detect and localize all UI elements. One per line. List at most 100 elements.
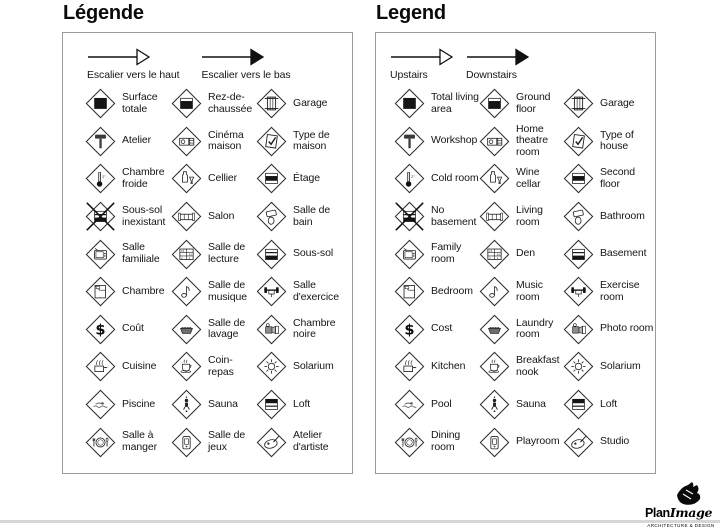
swimmer-icon — [85, 389, 116, 420]
downstairs-arrow-label: Escalier vers le bas — [201, 69, 291, 81]
legend-item: $ Cost — [394, 314, 479, 345]
no-basement-icon — [85, 201, 116, 232]
upstairs-arrow-icon — [88, 48, 150, 66]
legend-item: Laundry room — [479, 314, 563, 345]
legend-item-label: Wine cellar — [516, 166, 541, 190]
legend-item-label: Bedroom — [431, 284, 473, 297]
legend-item-label: Chambre noire — [293, 316, 336, 341]
legend-item: Sous-sol inexistant — [85, 201, 171, 232]
dollar-sign-icon: $ — [394, 314, 425, 345]
plate-cutlery-icon — [394, 427, 425, 458]
legend-item: Family room — [394, 239, 479, 270]
legend-item-label: Surface totale — [122, 90, 158, 115]
legend-item: Cinéma maison — [171, 126, 256, 157]
legend-item-label: Pool — [431, 397, 452, 410]
legend-item: Salle de lecture — [171, 239, 256, 270]
barbell-icon — [256, 276, 287, 307]
legend-item-label: Cinéma maison — [208, 128, 244, 153]
house-check-icon — [563, 126, 594, 157]
palette-icon — [563, 427, 594, 458]
legend-item: Photo room — [563, 314, 655, 345]
legend-item: Garage — [256, 88, 354, 119]
legend-item: Étage — [256, 163, 354, 194]
legend-item-label: Coût — [122, 322, 144, 335]
legend-item: Loft — [256, 389, 354, 420]
toilet-icon — [256, 201, 287, 232]
legend-item-label: Piscine — [122, 397, 156, 410]
legend-item-label: Garage — [600, 96, 635, 109]
page-bottom-edge — [0, 520, 720, 523]
stair-arrows: Escalier vers le haut Escalier vers le b… — [87, 48, 291, 81]
laundry-basin-icon — [171, 314, 202, 345]
legend-box-french: Escalier vers le haut Escalier vers le b… — [62, 32, 353, 474]
legend-item-label: Solarium — [600, 360, 641, 373]
layers-second-icon — [563, 163, 594, 194]
legend-item: Home theatre room — [479, 123, 563, 160]
legend-item: Salle de bain — [256, 201, 354, 232]
layers-full-icon — [394, 88, 425, 119]
svg-text:2°: 2° — [102, 176, 106, 180]
laundry-basin-icon — [479, 314, 510, 345]
legend-item: Salle familiale — [85, 239, 171, 270]
legend-item: Piscine — [85, 389, 171, 420]
legend-item: Dining room — [394, 427, 479, 458]
swimmer-icon — [394, 389, 425, 420]
legend-item: 2° Chambre froide — [85, 163, 171, 194]
legend-item: Studio — [563, 427, 655, 458]
thermometer-icon: 2° — [85, 163, 116, 194]
legend-item: Surface totale — [85, 88, 171, 119]
cooking-pot-icon — [394, 351, 425, 382]
legend-item: Salon — [171, 201, 256, 232]
garage-icon — [256, 88, 287, 119]
tv-icon — [85, 239, 116, 270]
legend-item: Basement — [563, 239, 655, 270]
legend-item: Salle d'exercice — [256, 276, 354, 307]
layers-full-icon — [85, 88, 116, 119]
downstairs-arrow-label: Downstairs — [466, 69, 517, 81]
legend-item: Playroom — [479, 427, 563, 458]
upstairs-arrow-group: Upstairs — [390, 48, 453, 81]
cooking-pot-icon — [85, 351, 116, 382]
legend-item: Cuisine — [85, 351, 171, 382]
legend-item: Ground floor — [479, 88, 563, 119]
thermometer-icon: 2° — [394, 163, 425, 194]
legend-item-label: Chambre froide — [122, 166, 165, 190]
barbell-icon — [563, 276, 594, 307]
legend-item-label: Studio — [600, 435, 630, 448]
legend-item-label: Salle de lavage — [208, 316, 246, 341]
legend-item-label: No basement — [431, 203, 477, 228]
arcade-machine-icon — [479, 427, 510, 458]
legend-item: Den — [479, 239, 563, 270]
coffee-cup-icon — [171, 351, 202, 382]
legend-item: Total living area — [394, 88, 479, 119]
sofa-icon — [479, 201, 510, 232]
panel-title-french: Légende — [63, 2, 144, 24]
legend-item-label: Cuisine — [122, 360, 157, 373]
legend-item-label: Music room — [516, 278, 543, 303]
legend-item-label: Total living area — [431, 90, 479, 115]
music-note-icon — [171, 276, 202, 307]
legend-item-label: Garage — [293, 96, 328, 109]
legend-item: Chambre noire — [256, 314, 354, 345]
legend-item: Kitchen — [394, 351, 479, 382]
legend-item-label: Atelier — [122, 134, 152, 147]
legend-item-label: Type of house — [600, 128, 634, 153]
legend-item-label: Salle à manger — [122, 429, 158, 454]
legend-item-label: Cellier — [208, 172, 238, 185]
legend-item-label: Sous-sol inexistant — [122, 203, 166, 228]
layers-ground-icon — [171, 88, 202, 119]
camera-icon — [256, 314, 287, 345]
layers-loft-icon — [563, 389, 594, 420]
legend-item-label: Den — [516, 247, 535, 260]
camera-icon — [563, 314, 594, 345]
layers-ground-icon — [479, 88, 510, 119]
legend-grid-french: Surface totale Rez-de-chaussée Garage Ateli… — [85, 85, 354, 461]
plate-cutlery-icon — [85, 427, 116, 458]
legend-item-label: Loft — [600, 397, 618, 410]
legend-item: Breakfast nook — [479, 351, 563, 382]
legend-item-label: Ground floor — [516, 90, 551, 115]
layers-second-icon — [256, 163, 287, 194]
legend-item: Coin-repas — [171, 351, 256, 382]
legend-panel-english: Legend Upstairs Downstairs Total living … — [375, 2, 656, 474]
legend-item: Workshop — [394, 126, 479, 157]
